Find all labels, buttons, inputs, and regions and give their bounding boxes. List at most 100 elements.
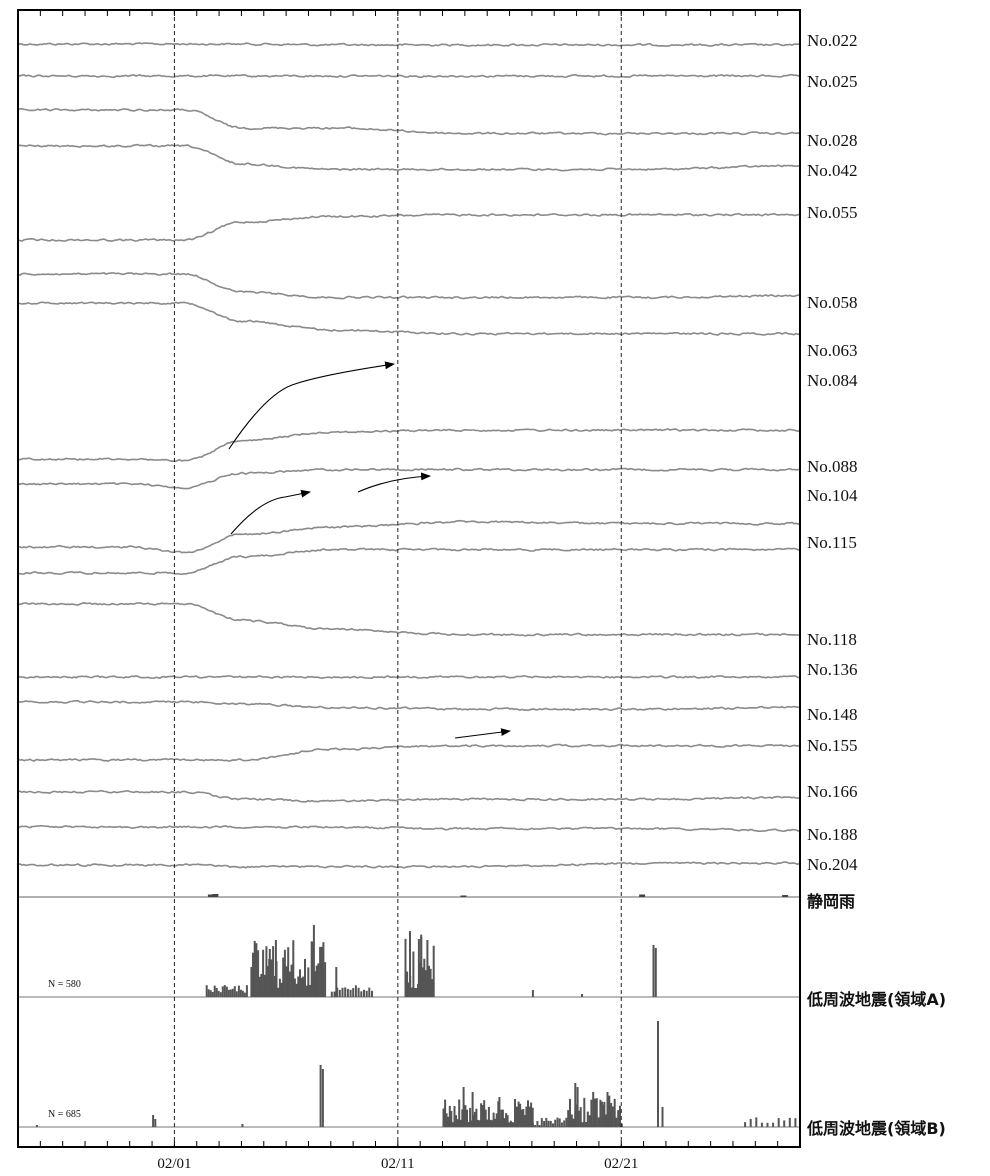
label-no-136: No.136 [807, 660, 858, 679]
lfe-b-bar [579, 1107, 582, 1127]
lfe-b-bar [766, 1122, 769, 1128]
lfe-a-bar [317, 963, 320, 998]
lfe-a-bar [412, 951, 415, 997]
lfe-a-bar [322, 942, 325, 998]
lfe-a-bar [255, 943, 258, 997]
lfe-a-bar [243, 992, 246, 998]
lfe-a-bar [223, 985, 226, 998]
rain-bar [207, 894, 214, 897]
lfe-a-bar [231, 988, 234, 997]
lfe-a-bar [581, 994, 583, 997]
lfe-b-bar [560, 1122, 563, 1128]
lfe-a-bar [302, 976, 305, 997]
lfe-a-bar [225, 986, 228, 997]
trace-no-084 [17, 428, 801, 463]
trace-no-104 [17, 519, 801, 554]
trace-no-063 [17, 301, 801, 336]
lfe-b-bar [545, 1117, 548, 1128]
lfe-b-bar [448, 1105, 451, 1128]
lfe-b-bar [783, 1120, 786, 1127]
lfe-b-bar [152, 1115, 155, 1127]
lfe-b-bar [534, 1125, 537, 1128]
station-labels: No.022 No.025 No.028 No.042 No.055 No.058 No.0… [807, 31, 858, 874]
lfe-b-bar [478, 1120, 481, 1127]
lfe-b-bar [483, 1100, 486, 1127]
lfe-b-bar [583, 1097, 586, 1127]
label-no-155: No.155 [807, 736, 858, 755]
x-tick-label: 02/01 [157, 1156, 191, 1172]
lfe-a-bar [371, 990, 373, 998]
lfe-b-bar [523, 1115, 526, 1128]
lfe-b-bar [547, 1120, 550, 1128]
rain-bar [460, 895, 467, 897]
lfe-b-bar [601, 1101, 604, 1127]
lfe-a-bar [280, 982, 283, 997]
lfe-a-bar [278, 978, 281, 998]
lfe-a-bar [314, 971, 316, 997]
label-no-022: No.022 [807, 31, 858, 50]
lfe-b-bar [522, 1109, 525, 1127]
lfe-b-bar [549, 1120, 552, 1127]
lfe-b-bar [608, 1095, 611, 1128]
lfe-b-bar [594, 1098, 596, 1128]
lfe-a-bar [241, 990, 244, 998]
lfe-b-bar [530, 1102, 533, 1127]
label-no-188: No.188 [807, 825, 858, 844]
lfe-b-bar [611, 1106, 614, 1128]
lfe-a-bar [410, 987, 413, 998]
lfe-a-bar [404, 938, 407, 998]
lfe-b-bar [509, 1120, 512, 1127]
lfe-a-bar [315, 965, 318, 998]
lfe-a-bar [426, 940, 429, 997]
lfe-a-bar [295, 983, 298, 997]
lfe-b-bar [486, 1119, 489, 1127]
lfe-b-bar [572, 1118, 575, 1127]
lfe-b-bar [755, 1117, 758, 1127]
lfe-b-bar [661, 1107, 664, 1127]
lfe-b-count: N = 685 [48, 1109, 81, 1120]
label-no-166: No.166 [807, 782, 858, 801]
lfe-a-bar [253, 940, 256, 998]
lfe-a-bar [352, 988, 355, 997]
lfe-a-bar [424, 970, 427, 998]
lfe-b-bar [447, 1116, 450, 1128]
lfe-b-bar [576, 1087, 579, 1127]
lfe-a-bar [320, 946, 323, 997]
lfe-a-bar [406, 971, 409, 998]
annotation-arrow [230, 489, 311, 535]
label-no-042: No.042 [807, 161, 858, 180]
lfe-a-count: N = 580 [48, 979, 81, 990]
plot-frame [17, 9, 801, 1148]
lfe-b-bar [556, 1117, 559, 1128]
trace-no-166 [17, 789, 801, 803]
lfe-a-bar [252, 952, 254, 997]
lfe-a-bar [407, 982, 410, 998]
lfe-b-bar [563, 1120, 566, 1128]
lfe-b-bar [777, 1118, 780, 1128]
lfe-b-bar [466, 1109, 468, 1127]
lfe-a-bar [305, 985, 308, 998]
lfe-a-bar [209, 990, 212, 997]
lfe-a-bar [239, 989, 242, 997]
lfe-b-bar [538, 1125, 541, 1128]
annotation-arrow [228, 361, 395, 450]
lfe-b-bar [619, 1105, 621, 1127]
lfe-a-bar [274, 940, 277, 997]
lfe-b-bar [491, 1120, 493, 1128]
lfe-b-bar [154, 1119, 157, 1127]
lfe-b-label: 低周波地震(領域B) [806, 1119, 946, 1138]
lfe-b-bar [528, 1106, 531, 1127]
lfe-a-bar [285, 966, 288, 997]
trace-no-155 [17, 743, 801, 762]
lfe-b-bar [531, 1123, 534, 1127]
lfe-b-bar [480, 1103, 483, 1127]
lfe-a-bar [265, 946, 268, 997]
lfe-b-bar [531, 1107, 534, 1127]
lfe-b-bar [442, 1108, 445, 1128]
lfe-b-bar [519, 1103, 522, 1127]
lfe-a-bar [423, 958, 426, 998]
lfe-b-bar [492, 1112, 495, 1128]
lfe-a-bar [428, 965, 430, 998]
label-no-148: No.148 [807, 705, 858, 724]
trace-no-118 [17, 601, 801, 637]
